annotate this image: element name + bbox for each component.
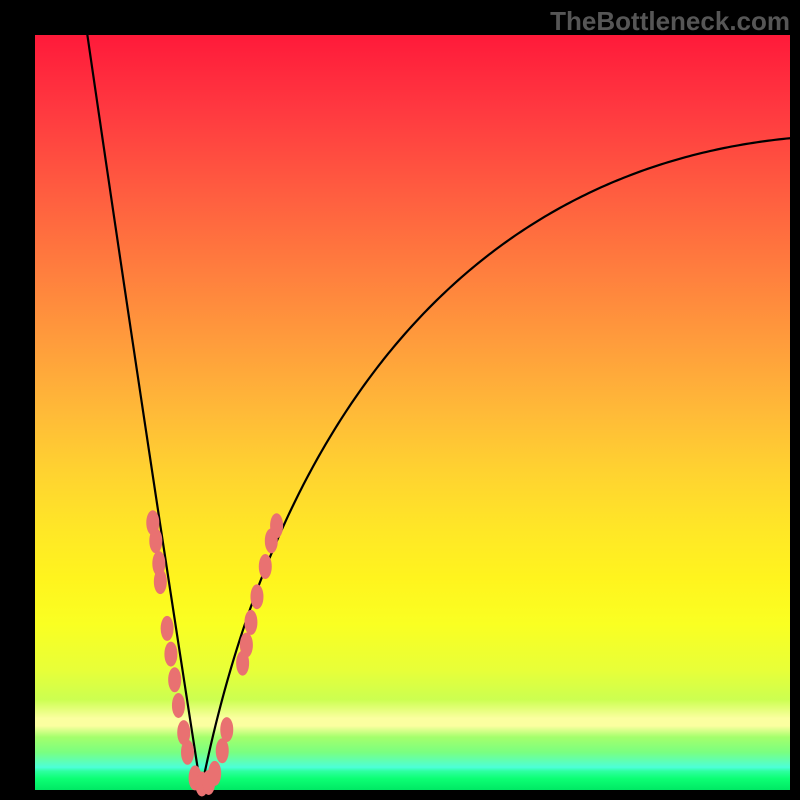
data-marker [245, 610, 257, 634]
data-marker [182, 740, 194, 764]
data-marker [154, 570, 166, 594]
plot-area [35, 35, 790, 790]
data-marker [216, 739, 228, 763]
marker-group [147, 511, 283, 796]
canvas: TheBottleneck.com [0, 0, 800, 800]
data-marker [172, 693, 184, 717]
bottleneck-curve [84, 12, 800, 790]
data-marker [150, 529, 162, 553]
data-marker [221, 718, 233, 742]
watermark-text: TheBottleneck.com [550, 6, 790, 37]
data-marker [259, 555, 271, 579]
data-marker [161, 616, 173, 640]
data-marker [251, 585, 263, 609]
chart-overlay [35, 35, 790, 790]
data-marker [169, 668, 181, 692]
data-marker [165, 642, 177, 666]
data-marker [209, 761, 221, 785]
data-marker [240, 633, 252, 657]
data-marker [271, 514, 283, 538]
